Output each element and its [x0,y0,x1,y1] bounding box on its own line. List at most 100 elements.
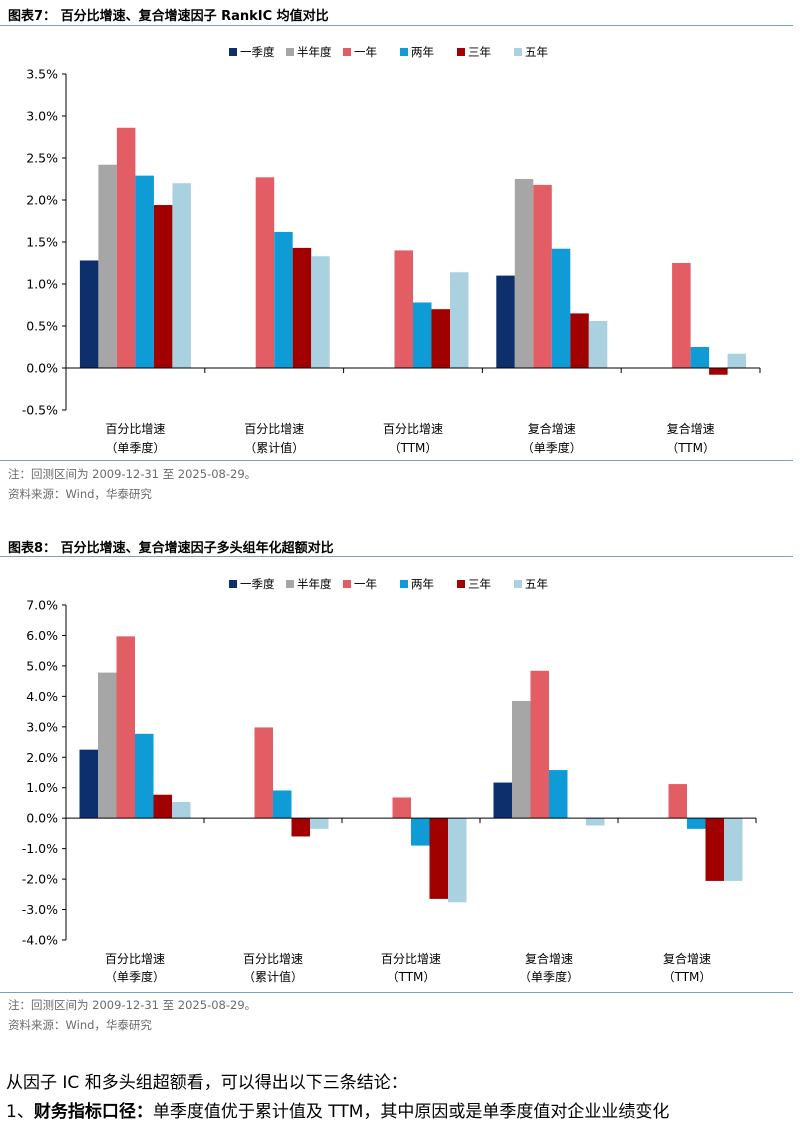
category-label: 百分比增速 [243,952,303,966]
y-tick-label: 1.0% [26,780,58,795]
y-tick-label: 1.0% [26,277,58,292]
figure8-note: 注：回测区间为 2009-12-31 至 2025-08-29。 [8,998,257,1012]
y-tick-label: -3.0% [22,902,58,917]
bar-3-5 [586,818,605,826]
category-sublabel: （TTM） [389,441,438,455]
bar-3-4 [570,313,589,368]
legend-label-5: 五年 [525,577,548,591]
legend-label-3: 两年 [411,577,434,591]
figure7-source: 资料来源：Wind，华泰研究 [8,487,152,501]
y-tick-label: 3.0% [26,719,58,734]
bar-2-4 [431,309,450,368]
bar-0-0 [79,260,99,368]
bar-1-4 [291,818,310,837]
conclusion-item-1: 1、财务指标口径：单季度值优于累计值及 TTM，其中原因或是单季度值对企业业绩变… [6,1097,669,1122]
y-tick-label: 4.0% [26,689,58,704]
legend-label-2: 一年 [354,577,377,591]
y-tick-label: 1.5% [26,235,58,250]
y-tick-label: -2.0% [22,872,58,887]
bar-3-3 [549,770,568,819]
item1-text: 单季度值优于累计值及 TTM，其中原因或是单季度值对企业业绩变化 [152,1102,670,1122]
y-tick-label: 0.0% [26,811,58,826]
category-label: 复合增速 [663,951,711,966]
category-label: 百分比增速 [105,422,165,436]
bar-4-3 [687,818,706,829]
category-label: 百分比增速 [105,952,165,966]
conclusion-intro: 从因子 IC 和多头组超额看，可以得出以下三条结论： [6,1073,408,1093]
legend-swatch-2 [343,48,351,56]
legend-swatch-1 [286,580,294,588]
bar-2-5 [450,272,469,368]
category-label: 复合增速 [667,421,715,436]
legend-label-1: 半年度 [297,45,332,59]
figure7-rankic-chart: 一季度 半年度 一年 两年 三年 五年 -0.5% 0.0% 0.5% 1.0% 1.5% 2.0% 2… [22,45,761,455]
bar-4-4 [709,368,728,375]
category-label: 复合增速 [525,951,573,966]
y-tick-label: 3.5% [26,67,58,82]
category-sublabel: （单季度） [105,969,165,984]
legend-label-0: 一季度 [240,45,275,59]
bar-4-3 [690,347,710,368]
bar-0-1 [98,164,117,368]
legend-label-3: 两年 [411,45,434,59]
bar-1-2 [254,727,273,819]
category-sublabel: （累计值） [243,969,303,984]
legend-swatch-2 [343,580,351,588]
legend-swatch-0 [229,48,237,56]
y-tick-label: 0.5% [26,319,58,334]
category-sublabel: （TTM） [387,970,436,984]
y-tick-label: 6.0% [26,628,58,643]
legend-swatch-5 [514,48,522,56]
bar-3-5 [588,320,608,368]
bar-4-5 [727,353,747,368]
bar-1-3 [274,231,293,368]
bar-2-3 [413,302,432,368]
y-tick-label: -4.0% [22,933,58,948]
item1-number: 1、 [6,1102,34,1122]
y-tick-label: 5.0% [26,658,58,673]
category-label: 百分比增速 [381,952,441,966]
bar-4-4 [705,818,724,881]
legend-swatch-3 [400,48,408,56]
bar-3-2 [530,670,549,819]
bar-0-1 [98,672,117,819]
bar-3-2 [533,184,552,368]
legend-label-5: 五年 [525,45,548,59]
legend-label-4: 三年 [468,45,491,59]
bar-1-4 [292,247,312,368]
legend-label-0: 一季度 [240,577,275,591]
bar-3-0 [496,275,515,368]
figure8-title-rule [0,556,793,557]
bar-0-2 [116,636,135,819]
legend-label-4: 三年 [468,577,491,591]
figure8-source: 资料来源：Wind，华泰研究 [8,1018,152,1032]
bar-0-0 [79,749,98,819]
bar-1-2 [255,177,275,368]
y-tick-label: 2.0% [26,750,58,765]
category-sublabel: （单季度） [105,440,165,455]
legend-swatch-3 [400,580,408,588]
bar-4-2 [668,784,687,819]
legend-swatch-4 [457,580,465,588]
legend-label-1: 半年度 [297,577,332,591]
category-sublabel: （单季度） [519,969,579,984]
bar-3-1 [514,179,534,368]
figure8-bottom-rule [0,992,793,993]
bar-0-2 [116,127,136,368]
figure7-title-rule [0,25,793,26]
bar-0-3 [135,733,154,819]
bar-4-2 [672,263,691,368]
category-sublabel: （TTM） [663,970,712,984]
figure7-bottom-rule [0,460,793,461]
figure8-excess-return-chart: 一季度 半年度 一年 两年 三年 五年 -4.0% -3.0% -2.0% -1.0% 0.0% 1.… [22,577,757,984]
bar-0-5 [172,183,191,368]
y-tick-label: -1.0% [22,841,58,856]
item1-heading: 财务指标口径： [33,1102,153,1122]
bar-0-4 [153,794,172,819]
legend-swatch-1 [286,48,294,56]
category-sublabel: （单季度） [522,440,582,455]
y-tick-label: 3.0% [26,109,58,124]
bar-3-1 [512,700,531,819]
bar-2-3 [411,818,430,846]
bar-4-5 [724,818,743,881]
